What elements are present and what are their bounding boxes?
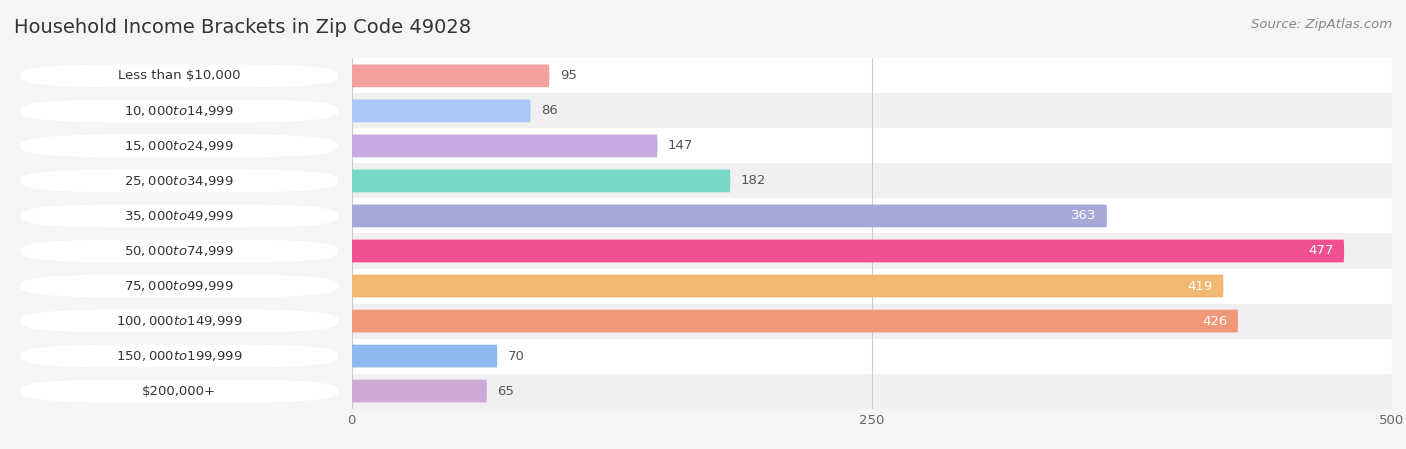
Text: 426: 426 [1202, 315, 1227, 327]
FancyBboxPatch shape [352, 135, 658, 157]
FancyBboxPatch shape [21, 380, 337, 402]
Text: 419: 419 [1188, 280, 1213, 292]
FancyBboxPatch shape [21, 205, 337, 227]
Text: $50,000 to $74,999: $50,000 to $74,999 [125, 244, 235, 258]
Text: $150,000 to $199,999: $150,000 to $199,999 [117, 349, 243, 363]
FancyBboxPatch shape [21, 170, 337, 192]
Text: 86: 86 [541, 105, 558, 117]
Bar [352, 269, 1392, 304]
Text: $200,000+: $200,000+ [142, 385, 217, 397]
Text: Less than $10,000: Less than $10,000 [118, 70, 240, 82]
Text: 95: 95 [560, 70, 576, 82]
FancyBboxPatch shape [21, 100, 337, 122]
Text: 182: 182 [741, 175, 766, 187]
Text: Source: ZipAtlas.com: Source: ZipAtlas.com [1251, 18, 1392, 31]
FancyBboxPatch shape [21, 135, 337, 157]
Bar [352, 58, 1392, 93]
FancyBboxPatch shape [352, 345, 498, 367]
Bar [352, 93, 1392, 128]
FancyBboxPatch shape [21, 345, 337, 367]
FancyBboxPatch shape [352, 170, 730, 192]
FancyBboxPatch shape [21, 240, 337, 262]
FancyBboxPatch shape [352, 205, 1107, 227]
Bar [352, 163, 1392, 198]
Bar [352, 304, 1392, 339]
FancyBboxPatch shape [352, 100, 530, 122]
FancyBboxPatch shape [352, 275, 1223, 297]
FancyBboxPatch shape [352, 380, 486, 402]
Text: $100,000 to $149,999: $100,000 to $149,999 [117, 314, 243, 328]
Text: 65: 65 [498, 385, 515, 397]
Bar [352, 128, 1392, 163]
Text: 477: 477 [1309, 245, 1334, 257]
Bar [352, 339, 1392, 374]
Text: $25,000 to $34,999: $25,000 to $34,999 [125, 174, 235, 188]
Bar [352, 233, 1392, 269]
Text: 147: 147 [668, 140, 693, 152]
FancyBboxPatch shape [352, 310, 1237, 332]
Text: $10,000 to $14,999: $10,000 to $14,999 [125, 104, 235, 118]
Text: $15,000 to $24,999: $15,000 to $24,999 [125, 139, 235, 153]
Bar [352, 198, 1392, 233]
FancyBboxPatch shape [21, 65, 337, 87]
Text: $75,000 to $99,999: $75,000 to $99,999 [125, 279, 235, 293]
FancyBboxPatch shape [21, 275, 337, 297]
FancyBboxPatch shape [352, 65, 550, 87]
FancyBboxPatch shape [21, 310, 337, 332]
FancyBboxPatch shape [352, 240, 1344, 262]
Text: $35,000 to $49,999: $35,000 to $49,999 [125, 209, 235, 223]
Text: Household Income Brackets in Zip Code 49028: Household Income Brackets in Zip Code 49… [14, 18, 471, 36]
Bar [352, 374, 1392, 409]
Text: 70: 70 [508, 350, 524, 362]
Text: 363: 363 [1071, 210, 1097, 222]
